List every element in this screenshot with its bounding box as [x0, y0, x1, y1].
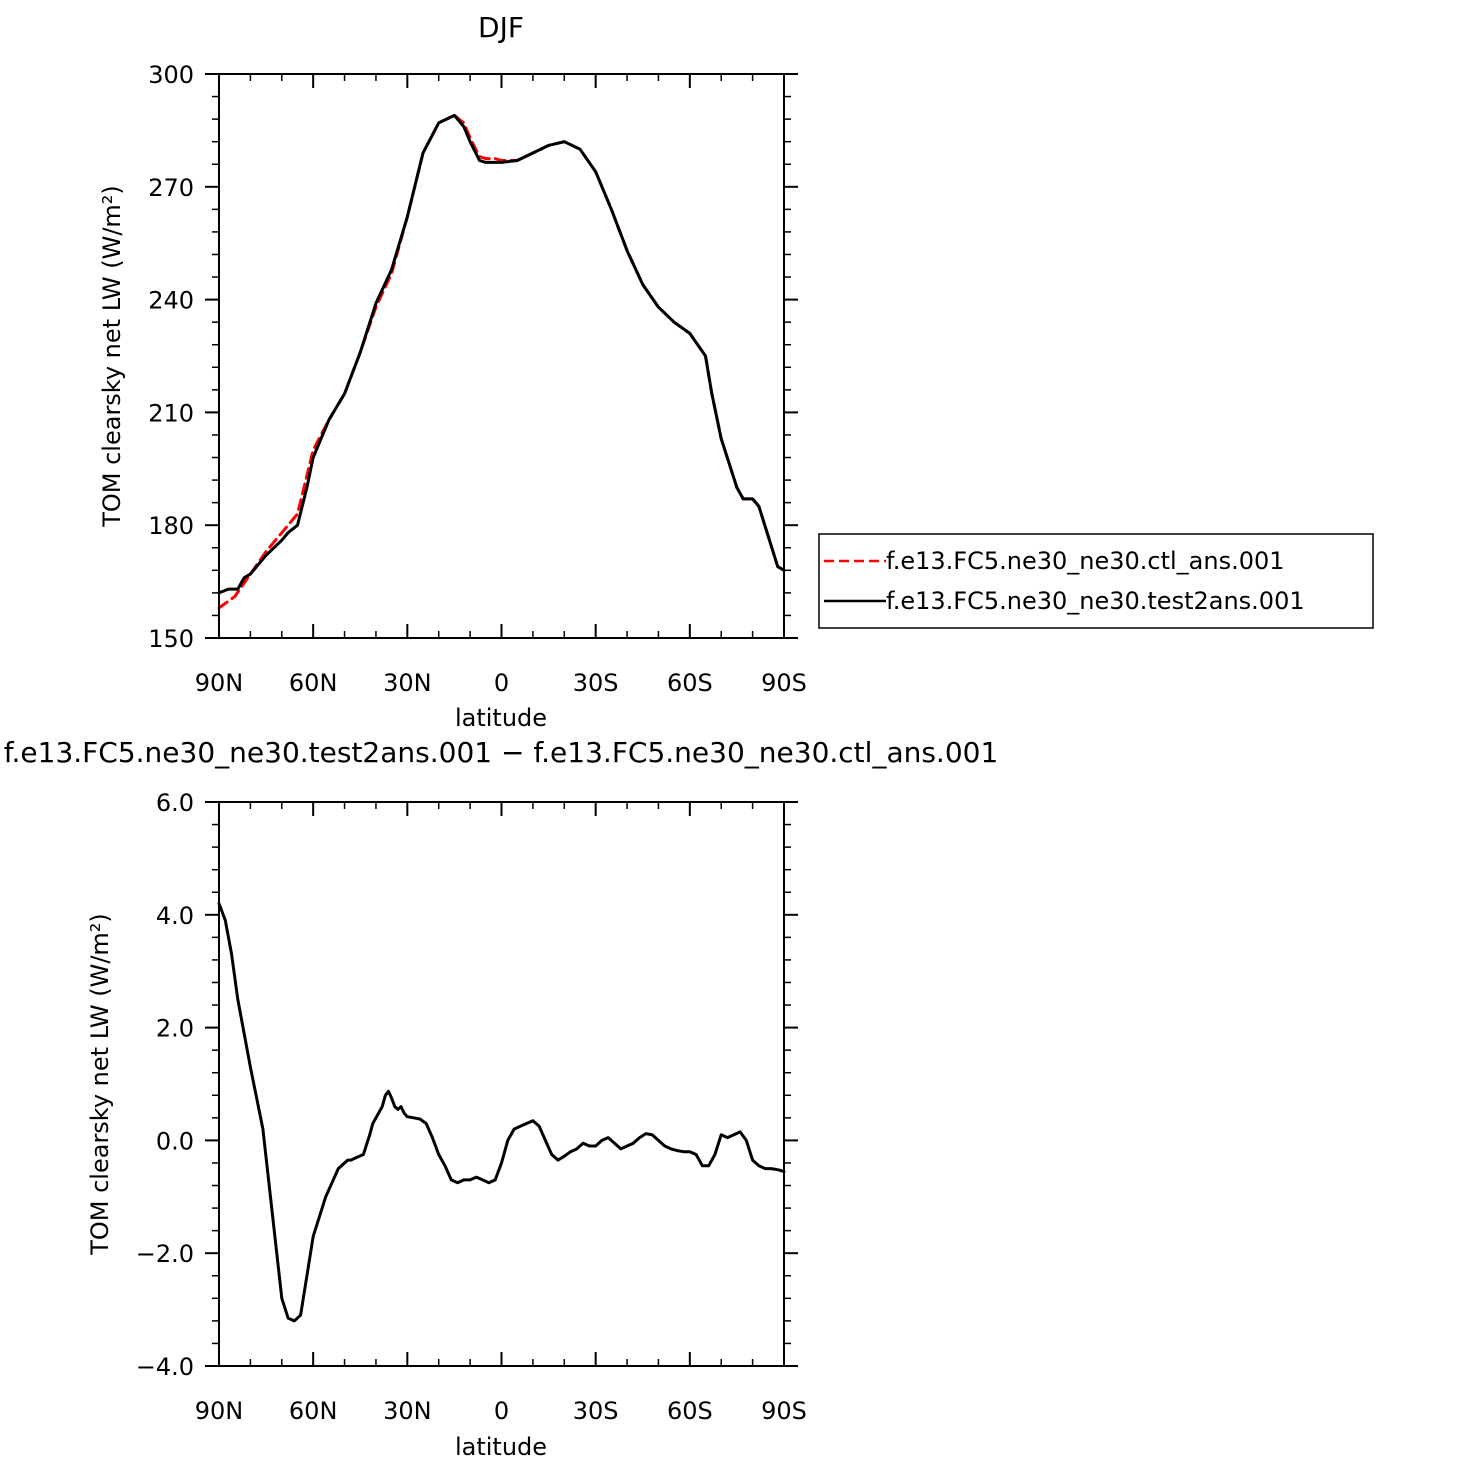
bottom-panel-x-axis-label: latitude	[455, 1433, 547, 1461]
x-tick-label: 60N	[289, 669, 338, 697]
y-tick-label: 180	[148, 512, 194, 540]
y-tick-label: 2.0	[156, 1015, 194, 1043]
legend: f.e13.FC5.ne30_ne30.ctl_ans.001 f.e13.FC…	[818, 533, 1374, 629]
y-tick-label: 0.0	[156, 1127, 194, 1155]
top-panel: DJF TOM clearsky net LW (W/m²) latitude …	[98, 11, 807, 732]
x-tick-label: 0	[494, 1397, 509, 1425]
legend-box	[818, 533, 1374, 629]
x-tick-label: 90S	[761, 1397, 807, 1425]
legend-label-ctl: f.e13.FC5.ne30_ne30.ctl_ans.001	[886, 547, 1285, 575]
y-tick-label: 240	[148, 287, 194, 315]
x-tick-label: 90N	[195, 1397, 244, 1425]
y-tick-label: −2.0	[136, 1240, 194, 1268]
legend-label-test: f.e13.FC5.ne30_ne30.test2ans.001	[886, 587, 1305, 615]
top-panel-lines	[217, 113, 786, 610]
top-panel-frame	[218, 73, 785, 639]
bottom-panel-ticks: 90N 60N 30N 0 30S 60S 90S −4.0 −2.0 0.0 2.0 4.0 6.0	[136, 789, 807, 1425]
x-tick-label: 30N	[383, 1397, 432, 1425]
x-tick-label: 60S	[667, 1397, 713, 1425]
y-tick-label: −4.0	[136, 1353, 194, 1381]
y-tick-label: 300	[148, 61, 194, 89]
top-panel-x-axis-label: latitude	[455, 704, 547, 732]
bottom-panel-title: f.e13.FC5.ne30_ne30.test2ans.001 − f.e13…	[4, 736, 999, 769]
bottom-panel-frame	[218, 801, 785, 1367]
x-tick-label: 90N	[195, 669, 244, 697]
bottom-panel: f.e13.FC5.ne30_ne30.test2ans.001 − f.e13…	[4, 736, 999, 1461]
x-tick-label: 30N	[383, 669, 432, 697]
x-tick-label: 0	[494, 669, 509, 697]
bottom-panel-lines	[217, 902, 786, 1323]
y-tick-label: 6.0	[156, 789, 194, 817]
y-tick-label: 270	[148, 174, 194, 202]
y-tick-label: 4.0	[156, 902, 194, 930]
series-line-1	[217, 902, 786, 1323]
x-tick-label: 30S	[573, 1397, 619, 1425]
x-tick-label: 30S	[573, 669, 619, 697]
top-panel-ticks: 90N 60N 30N 0 30S 60S 90S 150 180 210 240 270 300	[148, 61, 807, 697]
x-tick-label: 60S	[667, 669, 713, 697]
series-line-2	[217, 113, 786, 595]
top-panel-title: DJF	[478, 11, 524, 44]
series-line-1	[217, 113, 786, 610]
y-tick-label: 150	[148, 625, 194, 653]
x-tick-label: 60N	[289, 1397, 338, 1425]
bottom-panel-y-axis-label: TOM clearsky net LW (W/m²)	[86, 913, 114, 1256]
x-tick-label: 90S	[761, 669, 807, 697]
top-panel-y-axis-label: TOM clearsky net LW (W/m²)	[98, 185, 126, 528]
y-tick-label: 210	[148, 399, 194, 427]
